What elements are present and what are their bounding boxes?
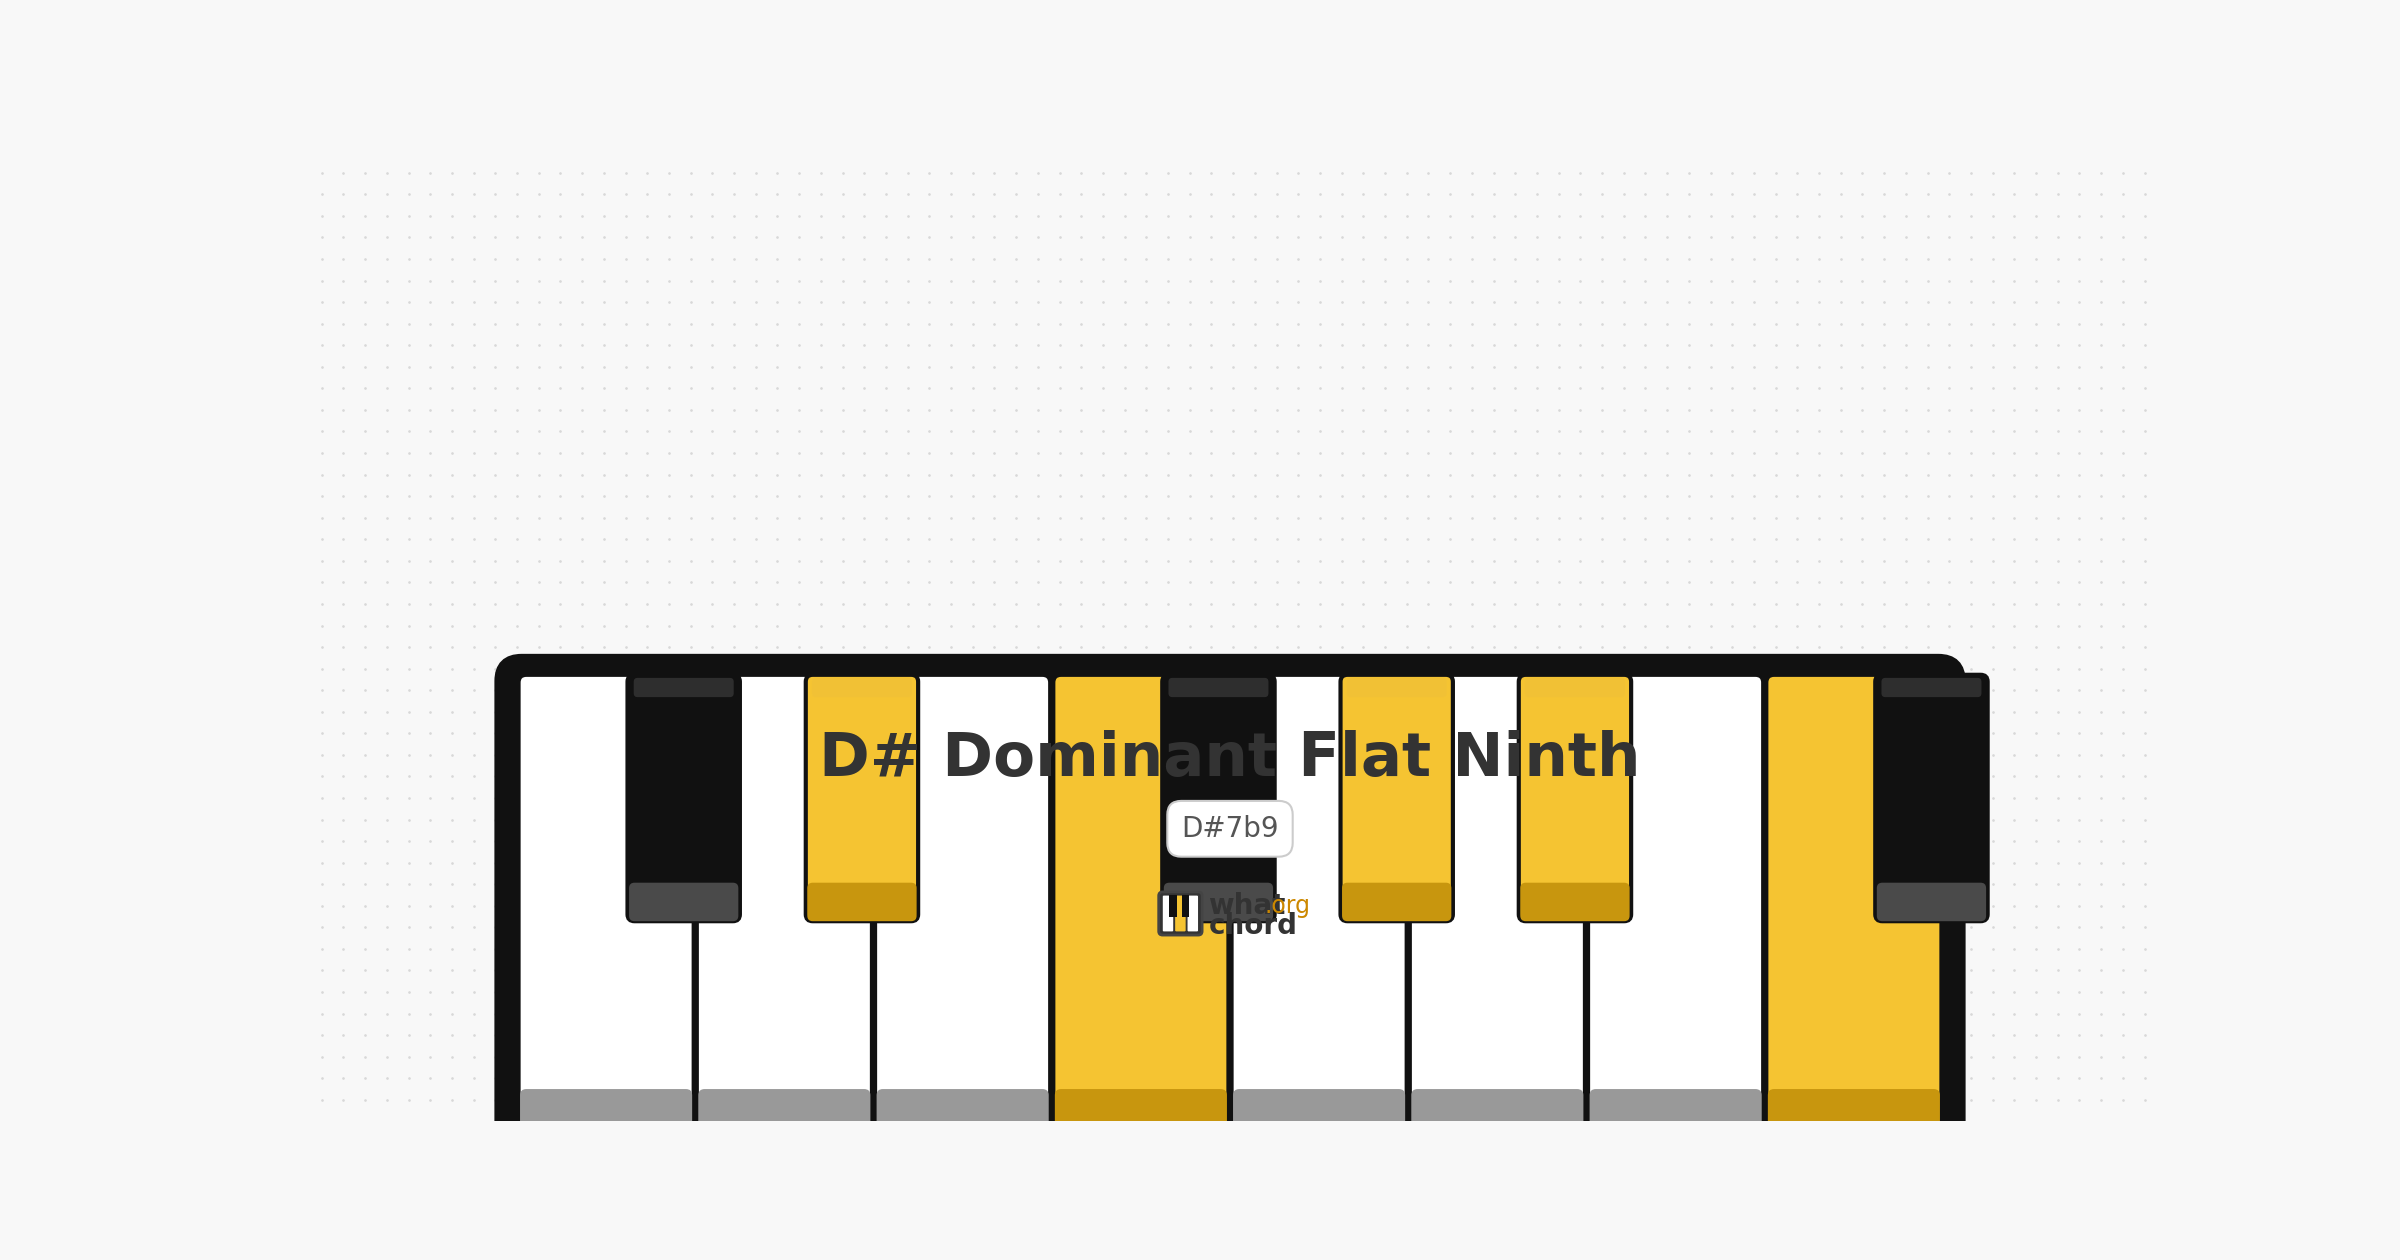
FancyBboxPatch shape	[1409, 675, 1584, 1144]
Bar	[1169, 895, 1176, 917]
FancyBboxPatch shape	[1159, 892, 1202, 935]
FancyBboxPatch shape	[1769, 1089, 1939, 1148]
FancyBboxPatch shape	[1174, 895, 1186, 932]
FancyBboxPatch shape	[876, 1089, 1049, 1148]
Bar	[1181, 895, 1188, 917]
Text: chord: chord	[1207, 912, 1298, 940]
FancyBboxPatch shape	[876, 675, 1051, 1144]
FancyBboxPatch shape	[1234, 1089, 1404, 1148]
FancyBboxPatch shape	[1162, 675, 1274, 921]
FancyBboxPatch shape	[1882, 678, 1982, 697]
FancyBboxPatch shape	[1874, 675, 1987, 921]
FancyBboxPatch shape	[1169, 678, 1270, 697]
Text: D#7b9: D#7b9	[1181, 815, 1279, 843]
FancyBboxPatch shape	[1342, 883, 1452, 921]
FancyBboxPatch shape	[806, 675, 919, 921]
FancyBboxPatch shape	[1524, 678, 1625, 697]
FancyBboxPatch shape	[1188, 895, 1198, 932]
FancyBboxPatch shape	[1519, 675, 1632, 921]
FancyBboxPatch shape	[1056, 1089, 1226, 1148]
FancyBboxPatch shape	[1342, 675, 1452, 921]
FancyBboxPatch shape	[806, 883, 917, 921]
FancyBboxPatch shape	[626, 675, 739, 921]
FancyBboxPatch shape	[1877, 883, 1987, 921]
FancyBboxPatch shape	[521, 1089, 691, 1148]
FancyBboxPatch shape	[1766, 675, 1942, 1144]
FancyBboxPatch shape	[811, 678, 912, 697]
FancyBboxPatch shape	[518, 675, 694, 1144]
FancyBboxPatch shape	[698, 1089, 871, 1148]
FancyBboxPatch shape	[1519, 883, 1630, 921]
FancyBboxPatch shape	[629, 883, 739, 921]
FancyBboxPatch shape	[1589, 1089, 1762, 1148]
FancyBboxPatch shape	[696, 675, 871, 1144]
FancyBboxPatch shape	[634, 678, 734, 697]
FancyBboxPatch shape	[1346, 678, 1447, 697]
FancyBboxPatch shape	[1164, 883, 1272, 921]
FancyBboxPatch shape	[1162, 895, 1174, 932]
FancyBboxPatch shape	[1054, 675, 1229, 1144]
FancyBboxPatch shape	[499, 659, 1961, 1152]
Text: what: what	[1207, 892, 1286, 920]
Text: .org: .org	[1265, 893, 1310, 917]
Text: D# Dominant Flat Ninth: D# Dominant Flat Ninth	[818, 730, 1642, 789]
FancyBboxPatch shape	[1231, 675, 1406, 1144]
FancyBboxPatch shape	[1411, 1089, 1584, 1148]
FancyBboxPatch shape	[1589, 675, 1764, 1144]
